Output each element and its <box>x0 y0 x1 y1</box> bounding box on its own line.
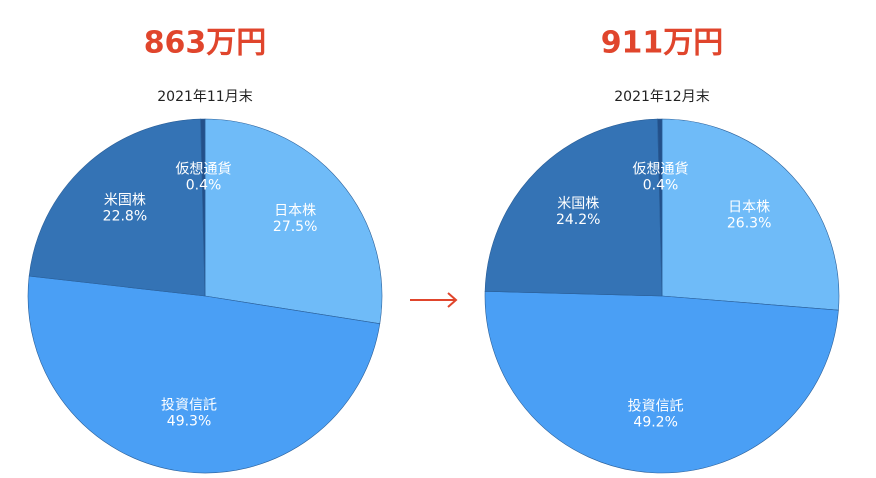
slice-label: 投資信託 <box>161 398 217 414</box>
slice-label: 日本株 <box>728 200 770 216</box>
total: 911万円 <box>601 26 724 61</box>
slice-label: 仮想通貨 <box>633 160 689 177</box>
total: 863万円 <box>144 26 267 61</box>
pie-slice <box>661 118 840 311</box>
slice-value: 27.5% <box>273 219 317 235</box>
chart-title: 2021年11月末 <box>157 89 252 105</box>
slice-value: 49.2% <box>633 414 677 430</box>
pie-slice <box>204 118 383 325</box>
slice-value: 49.3% <box>167 414 211 430</box>
slice-value: 0.4% <box>186 177 222 193</box>
slice-label: 米国株 <box>104 193 146 209</box>
slice-value: 0.4% <box>643 177 679 193</box>
slice-value: 26.3% <box>727 216 771 232</box>
chart-title: 2021年12月末 <box>614 89 709 105</box>
pie-slice <box>657 118 663 297</box>
slice-value: 24.2% <box>556 212 600 228</box>
pie-slice <box>484 118 663 297</box>
slice-label: 仮想通貨 <box>176 160 232 177</box>
slice-label: 米国株 <box>557 196 599 212</box>
pie-slice <box>27 275 381 474</box>
pie-slice <box>200 118 206 297</box>
pie-slice <box>28 118 206 297</box>
arrow <box>410 292 458 308</box>
slice-label: 投資信託 <box>628 398 684 414</box>
slice-label: 日本株 <box>274 203 316 219</box>
slice-value: 22.8% <box>103 209 147 225</box>
pie-slice <box>484 290 839 474</box>
